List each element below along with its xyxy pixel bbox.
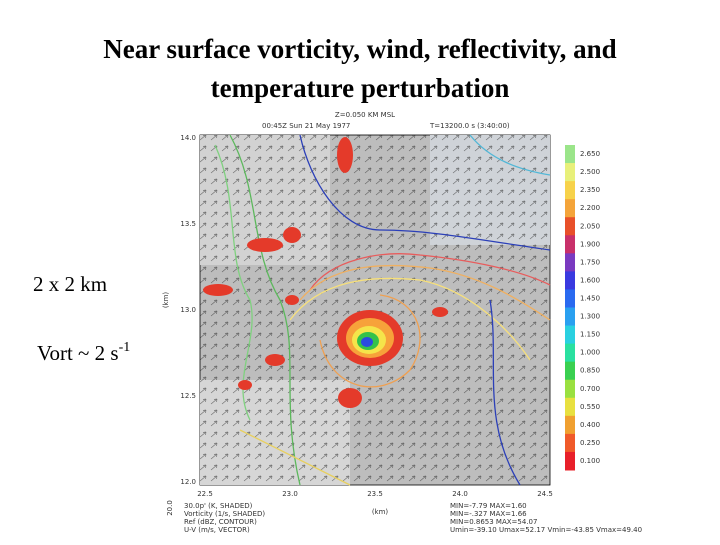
stats-line: MIN=-7.79 MAX=1.60 [450, 502, 527, 510]
resolution-text: 2 x 2 km [33, 272, 107, 296]
colorbar-cell [565, 217, 575, 236]
vorticity-text: Vort ~ 2 s-1 [37, 340, 130, 365]
title-line: Near surface vorticity, wind, reflectivi… [103, 34, 616, 64]
colorbar-cell [565, 235, 575, 254]
colorbar-label: 2.500 [580, 168, 600, 176]
colorbar-cell [565, 397, 575, 417]
y-tick-label: 14.0 [180, 134, 196, 142]
legend-line: Vorticity (1/s, SHADED) [184, 510, 265, 518]
x-tick-label: 23.5 [367, 490, 383, 498]
colorbar-label: 0.850 [580, 367, 600, 375]
colorbar-label: 1.150 [580, 331, 600, 339]
y-axis-label: (km) [162, 292, 170, 309]
vorticity-blobs [203, 137, 448, 408]
x-tick-label: 24.0 [452, 490, 468, 498]
colorbar-label: 1.750 [580, 258, 600, 266]
colorbar-label: 2.050 [580, 222, 600, 230]
x-tick-label: 24.5 [537, 490, 553, 498]
plot-header: 00:45Z Sun 21 May 1977 [262, 122, 350, 130]
colorbar-cell [565, 289, 575, 308]
colorbar-label: 0.550 [580, 403, 600, 411]
colorbar-cell [565, 253, 575, 272]
colorbar-cell [565, 379, 575, 399]
colorbar-cell [565, 163, 575, 182]
legend-line: U-V (m/s, VECTOR) [184, 526, 250, 534]
colorbar-label: 1.000 [580, 349, 600, 357]
y-tick-label: 12.5 [180, 392, 196, 400]
colorbar-label: 1.600 [580, 276, 600, 284]
stats-line: Umin=-39.10 Umax=52.17 Vmin=-43.85 Vmax=… [450, 526, 642, 534]
colorbar-cell [565, 361, 575, 381]
colorbar-label: 0.250 [580, 439, 600, 447]
colorbar-cell [565, 433, 575, 453]
colorbar-label: 2.350 [580, 186, 600, 194]
y-tick-label: 13.5 [180, 220, 196, 228]
plot-header: T=13200.0 s (3:40:00) [429, 122, 510, 130]
stats-line: MIN=-.327 MAX=1.66 [450, 510, 527, 518]
colorbar-label: 1.300 [580, 313, 600, 321]
legend-line: 30.0p' (K, SHADED) [184, 502, 253, 510]
colorbar-label: 1.450 [580, 294, 600, 302]
colorbar-label: 2.200 [580, 204, 600, 212]
title-line: temperature perturbation [211, 73, 510, 103]
colorbar-cell [565, 181, 575, 200]
colorbar-label: 0.100 [580, 457, 600, 465]
contours [214, 134, 551, 486]
x-axis-label: (km) [372, 508, 389, 516]
colorbar-cell [565, 145, 575, 164]
colorbar-cell [565, 199, 575, 218]
y-tick-label: 13.0 [180, 306, 196, 314]
plot-header: Z=0.050 KM MSL [335, 111, 395, 119]
colorbar-label: 0.700 [580, 385, 600, 393]
legend-line: Ref (dBZ, CONTOUR) [184, 518, 257, 526]
corner-label: 20.0 [166, 500, 174, 516]
colorbar-cell [565, 343, 575, 363]
wind-vectors [200, 135, 550, 485]
colorbar-label: 1.900 [580, 240, 600, 248]
colorbar: 2.650 2.500 2.350 2.200 2.050 1.900 1.750 1.600… [565, 145, 600, 471]
colorbar-cell [565, 325, 575, 345]
vort-base: Vort ~ 2 s [37, 341, 119, 365]
colorbar-cell [565, 271, 575, 290]
colorbar-label: 2.650 [580, 150, 600, 158]
plot-image [199, 134, 551, 486]
colorbar-cell [565, 307, 575, 327]
stats-line: MIN=0.8653 MAX=54.07 [450, 518, 537, 526]
colorbar-label: 0.400 [580, 421, 600, 429]
colorbar-cell [565, 415, 575, 435]
colorbar-cell [565, 451, 575, 471]
x-tick-label: 22.5 [197, 490, 213, 498]
vort-exponent: -1 [119, 340, 131, 355]
x-tick-label: 23.0 [282, 490, 298, 498]
y-tick-label: 12.0 [180, 478, 196, 486]
